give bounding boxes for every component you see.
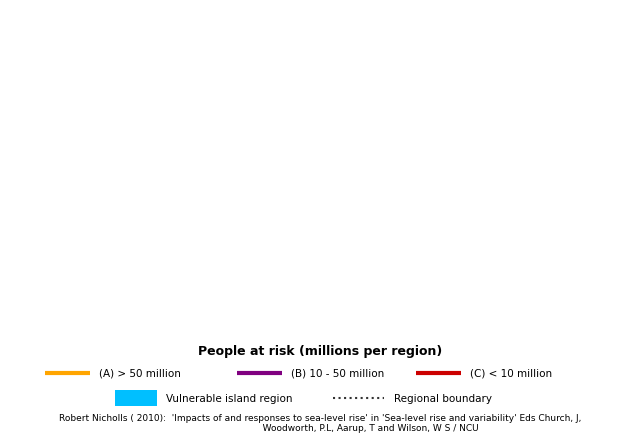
Text: (B) 10 - 50 million: (B) 10 - 50 million [291,368,385,378]
Text: Woodworth, P.L, Aarup, T and Wilson, W S / NCU: Woodworth, P.L, Aarup, T and Wilson, W S… [162,423,478,432]
Text: Robert Nicholls ( 2010):  'Impacts of and responses to sea-level rise' in 'Sea-l: Robert Nicholls ( 2010): 'Impacts of and… [59,413,581,421]
Text: People at risk (millions per region): People at risk (millions per region) [198,344,442,357]
Text: Vulnerable island region: Vulnerable island region [166,393,293,403]
Text: (A) > 50 million: (A) > 50 million [99,368,181,378]
FancyBboxPatch shape [115,390,157,406]
Text: Regional boundary: Regional boundary [394,393,492,403]
Text: (C) < 10 million: (C) < 10 million [470,368,552,378]
